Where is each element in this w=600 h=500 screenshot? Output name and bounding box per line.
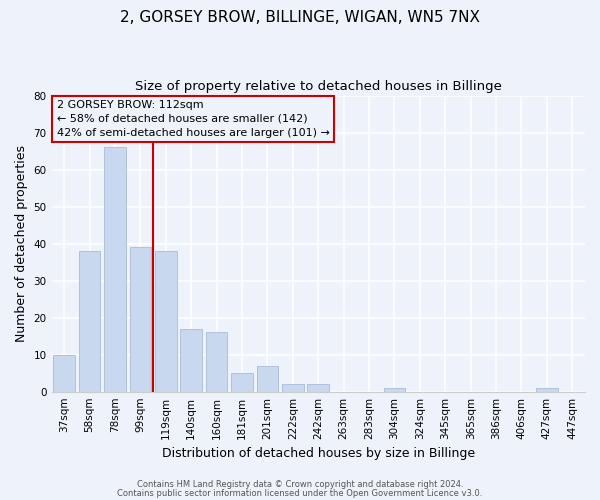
Text: 2, GORSEY BROW, BILLINGE, WIGAN, WN5 7NX: 2, GORSEY BROW, BILLINGE, WIGAN, WN5 7NX: [120, 10, 480, 25]
Title: Size of property relative to detached houses in Billinge: Size of property relative to detached ho…: [135, 80, 502, 93]
Bar: [155, 251, 176, 392]
Bar: [206, 332, 227, 392]
Bar: [53, 354, 75, 392]
Y-axis label: Number of detached properties: Number of detached properties: [15, 145, 28, 342]
X-axis label: Distribution of detached houses by size in Billinge: Distribution of detached houses by size …: [162, 447, 475, 460]
Bar: [282, 384, 304, 392]
Bar: [383, 388, 405, 392]
Text: 2 GORSEY BROW: 112sqm
← 58% of detached houses are smaller (142)
42% of semi-det: 2 GORSEY BROW: 112sqm ← 58% of detached …: [57, 100, 330, 138]
Text: Contains public sector information licensed under the Open Government Licence v3: Contains public sector information licen…: [118, 488, 482, 498]
Bar: [181, 329, 202, 392]
Text: Contains HM Land Registry data © Crown copyright and database right 2024.: Contains HM Land Registry data © Crown c…: [137, 480, 463, 489]
Bar: [130, 248, 151, 392]
Bar: [104, 148, 126, 392]
Bar: [307, 384, 329, 392]
Bar: [536, 388, 557, 392]
Bar: [257, 366, 278, 392]
Bar: [79, 251, 100, 392]
Bar: [231, 373, 253, 392]
